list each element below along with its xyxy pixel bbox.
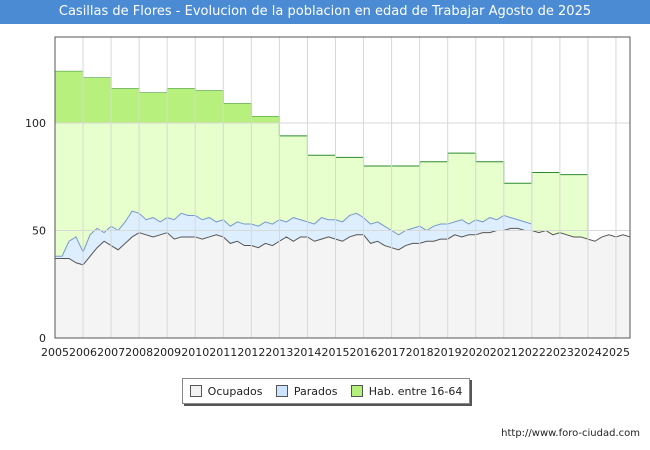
x-tick-label: 2007 [97,346,125,359]
legend-label-ocupados: Ocupados [207,384,263,398]
legend-item-parados: Parados [275,384,338,398]
plot-frame [54,36,631,339]
source-url[interactable]: http://www.foro-ciudad.com [501,428,640,439]
legend-label-hab: Hab. entre 16-64 [368,384,463,398]
x-tick-label: 2017 [378,346,406,359]
y-tick-label: 0 [39,332,46,345]
legend-swatch-ocupados [189,385,202,397]
x-tick-label: 2016 [350,346,378,359]
x-tick-label: 2009 [153,346,181,359]
x-tick-label: 2011 [209,346,237,359]
x-tick-label: 2008 [125,346,153,359]
legend-swatch-hab [350,385,363,397]
x-tick-label: 2006 [69,346,97,359]
x-tick-label: 2018 [406,346,434,359]
x-tick-label: 2025 [602,346,630,359]
legend-swatch-parados [275,385,288,397]
x-tick-label: 2005 [41,346,69,359]
x-tick-label: 2020 [462,346,490,359]
x-tick-label: 2010 [181,346,209,359]
legend-item-hab: Hab. entre 16-64 [350,384,463,398]
y-axis-ticks: 0 50 100 [25,117,46,345]
x-tick-label: 2015 [321,346,349,359]
x-tick-label: 2013 [265,346,293,359]
x-tick-label: 2019 [434,346,462,359]
x-tick-label: 2014 [293,346,321,359]
ocupados-line [55,227,631,266]
y-tick-label: 100 [25,117,46,130]
legend: Ocupados Parados Hab. entre 16-64 [182,378,470,404]
legend-label-parados: Parados [293,384,338,398]
ocupados-area [55,228,630,338]
legend-item-ocupados: Ocupados [189,384,263,398]
parados-line [55,210,532,257]
x-tick-label: 2022 [518,346,546,359]
x-tick-label: 2012 [237,346,265,359]
x-tick-label: 2024 [574,346,602,359]
x-tick-label: 2023 [546,346,574,359]
x-tick-label: 2021 [490,346,518,359]
x-axis-ticks: 2005 2006 2007 2008 2009 2010 2011 2012 2013 2014… [41,346,630,359]
y-tick-label: 50 [32,225,46,238]
series-ocupados [55,227,631,338]
chart-title: Casillas de Flores - Evolucion de la pob… [0,0,650,24]
